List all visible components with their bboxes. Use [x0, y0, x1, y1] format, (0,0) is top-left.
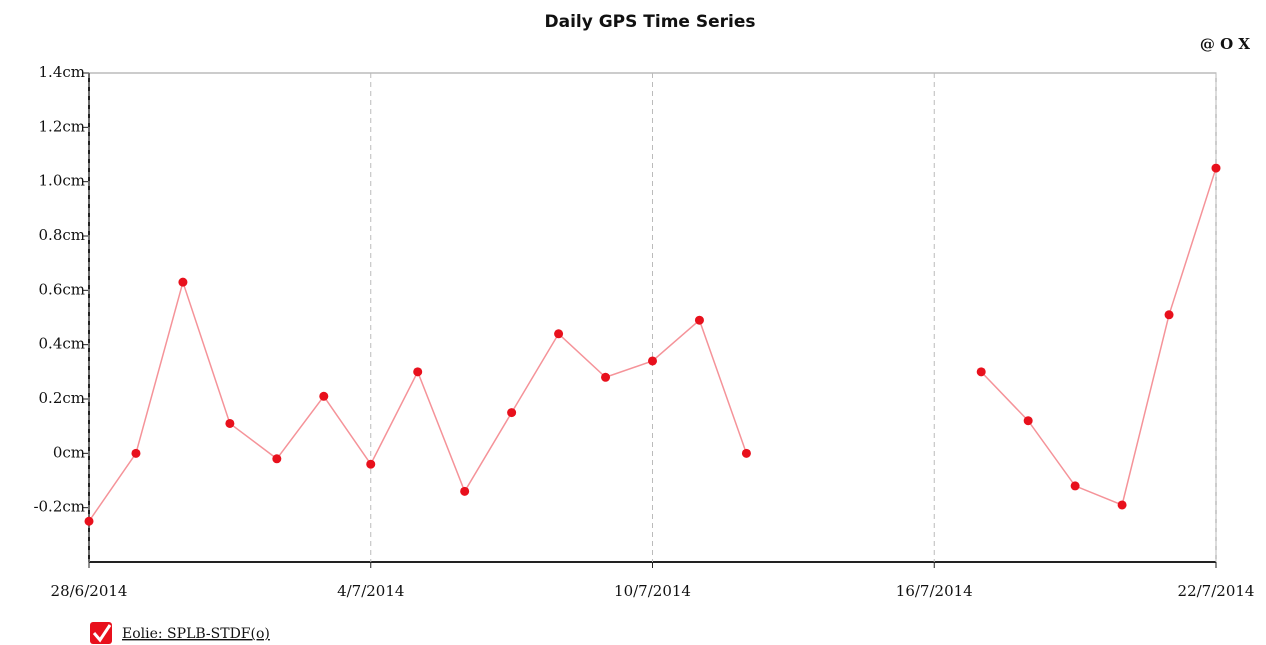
data-point: [1211, 163, 1221, 173]
data-point: [554, 329, 564, 339]
check-icon: [92, 624, 112, 643]
data-point: [1023, 416, 1033, 426]
data-point: [272, 454, 282, 464]
data-point: [319, 391, 329, 401]
data-point: [601, 372, 611, 382]
y-tick-label: 1.4cm: [39, 63, 85, 81]
data-point: [131, 448, 141, 458]
toolbar[interactable]: @ O X: [1200, 35, 1251, 53]
legend-item[interactable]: Eolie: SPLB-STDF(o): [90, 622, 270, 644]
x-tick-label: 10/7/2014: [614, 582, 691, 600]
y-tick-label: 0.2cm: [39, 389, 85, 407]
y-tick-label: 0cm: [53, 443, 85, 461]
data-point: [648, 356, 657, 366]
y-tick-label: 0.4cm: [39, 335, 85, 353]
y-tick-label: 0.6cm: [39, 280, 85, 298]
x-tick-label: 16/7/2014: [896, 582, 973, 600]
data-point: [741, 448, 751, 458]
legend-label[interactable]: Eolie: SPLB-STDF(o): [122, 626, 270, 642]
data-point: [694, 315, 704, 325]
x-tick-label: 28/6/2014: [51, 582, 128, 600]
data-point: [413, 367, 423, 377]
y-tick-label: 0.8cm: [39, 226, 85, 244]
data-point: [1164, 310, 1174, 320]
data-point: [366, 459, 376, 469]
y-tick-label: 1.0cm: [39, 172, 85, 190]
data-point: [460, 486, 470, 496]
y-tick-label: 1.2cm: [39, 117, 85, 135]
data-point: [84, 516, 94, 526]
data-point: [178, 277, 188, 287]
data-point: [1070, 481, 1080, 491]
data-point: [976, 367, 986, 377]
legend-checkbox[interactable]: [90, 622, 112, 644]
y-tick-label: -0.2cm: [33, 498, 85, 516]
x-tick-label: 22/7/2014: [1178, 582, 1255, 600]
data-point: [1117, 500, 1127, 510]
chart-title: Daily GPS Time Series: [544, 12, 755, 32]
x-tick-label: 4/7/2014: [337, 582, 404, 600]
data-point: [507, 408, 517, 418]
data-point: [225, 418, 235, 428]
